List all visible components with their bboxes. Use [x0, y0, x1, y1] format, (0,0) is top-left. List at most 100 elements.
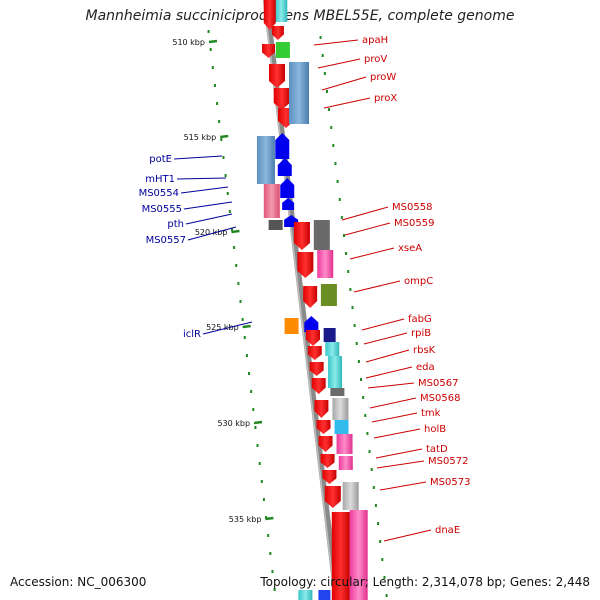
gene-label-holB[interactable]: holB — [373, 424, 446, 439]
svg-text:eda: eda — [416, 362, 435, 373]
gene-arrow — [304, 316, 319, 332]
gene-arrow — [297, 252, 314, 278]
gene-arrow — [293, 222, 310, 250]
gene-arrow — [307, 346, 322, 360]
cds-box — [328, 356, 343, 388]
kbp-tick: 515 kbp — [184, 133, 229, 142]
gene-arrow — [280, 178, 295, 198]
gene-label-pth[interactable]: pth — [167, 213, 233, 230]
cds-box — [275, 42, 290, 58]
cds-box — [349, 510, 368, 600]
cds-box — [334, 420, 349, 434]
gene-arrow — [303, 286, 318, 308]
gene-label-iclR[interactable]: iclR — [183, 321, 253, 340]
gene-arrow — [320, 454, 335, 468]
cds-box — [263, 184, 280, 218]
gene-label-fabG[interactable]: fabG — [361, 314, 432, 331]
gene-label-eda[interactable]: eda — [365, 362, 435, 379]
gene-arrow — [262, 44, 276, 58]
svg-text:xseA: xseA — [398, 243, 422, 254]
svg-text:holB: holB — [424, 424, 446, 435]
gene-arrow — [314, 400, 329, 418]
gene-arrow — [268, 64, 285, 88]
gene-label-MS0567[interactable]: MS0567 — [367, 378, 458, 389]
gene-arrow — [324, 486, 341, 508]
gene-label-rpiB[interactable]: rpiB — [363, 328, 431, 345]
svg-text:MS0554: MS0554 — [139, 188, 179, 199]
cds-box — [318, 590, 331, 600]
svg-text:525 kbp: 525 kbp — [206, 323, 239, 332]
gene-arrow — [305, 330, 320, 346]
gene-label-MS0555[interactable]: MS0555 — [142, 201, 233, 215]
cds-box — [275, 0, 288, 22]
gene-label-proV[interactable]: proV — [317, 54, 387, 69]
cds-box — [336, 434, 353, 454]
svg-text:520 kbp: 520 kbp — [195, 228, 228, 237]
kbp-tick: 520 kbp — [195, 228, 240, 237]
cds-box — [320, 284, 337, 306]
svg-text:proV: proV — [364, 54, 387, 65]
gene-arrow — [282, 198, 295, 210]
cds-box — [268, 220, 283, 230]
svg-text:MS0573: MS0573 — [430, 477, 470, 488]
gene-label-MS0573[interactable]: MS0573 — [379, 477, 470, 491]
gene-labels: apaH proV proW proX MS0558 MS0559 xseA ompC fabG… — [139, 35, 470, 542]
gene-label-MS0572[interactable]: MS0572 — [376, 456, 468, 469]
dotted-guides — [207, 30, 388, 597]
cds-box — [338, 456, 353, 470]
gene-label-MS0554[interactable]: MS0554 — [139, 186, 229, 199]
svg-text:mHT1: mHT1 — [145, 174, 175, 185]
svg-text:535 kbp: 535 kbp — [229, 515, 262, 524]
svg-text:510 kbp: 510 kbp — [172, 38, 205, 47]
svg-text:530 kbp: 530 kbp — [217, 419, 250, 428]
gene-label-MS0558[interactable]: MS0558 — [341, 202, 432, 221]
gene-label-MS0557[interactable]: MS0557 — [146, 226, 237, 246]
gene-arrow — [263, 0, 276, 30]
svg-text:MS0555: MS0555 — [142, 204, 182, 215]
svg-text:MS0559: MS0559 — [394, 218, 434, 229]
svg-text:rpiB: rpiB — [411, 328, 431, 339]
cds-box — [342, 482, 359, 510]
svg-text:potE: potE — [149, 154, 172, 165]
gene-arrow — [311, 378, 326, 394]
gene-label-MS0568[interactable]: MS0568 — [369, 393, 460, 409]
gene-label-xseA[interactable]: xseA — [349, 243, 422, 260]
gene-label-tatD[interactable]: tatD — [375, 444, 448, 459]
cds-box — [298, 590, 313, 600]
gene-arrow — [322, 470, 337, 484]
gene-label-rbsK[interactable]: rbsK — [365, 345, 436, 363]
gene-arrow — [277, 158, 292, 176]
gene-arrow — [309, 362, 324, 376]
gene-arrow — [275, 133, 290, 159]
gene-label-proX[interactable]: proX — [323, 93, 397, 109]
kbp-ticks: 510 kbp 515 kbp 520 kbp 525 kbp 530 kbp 535 k… — [172, 38, 274, 524]
cds-box — [330, 388, 345, 396]
gene-label-mHT1[interactable]: mHT1 — [145, 174, 227, 185]
cds-box — [284, 318, 299, 334]
gene-arrow — [316, 420, 331, 434]
gene-label-dnaE[interactable]: dnaE — [383, 525, 460, 542]
gene-label-apaH[interactable]: apaH — [313, 35, 388, 46]
feature-track — [256, 0, 368, 600]
gene-arrow — [271, 26, 284, 40]
svg-text:MS0557: MS0557 — [146, 235, 186, 246]
genome-stats-text: Topology: circular; Length: 2,314,078 bp… — [260, 575, 590, 589]
gene-label-proW[interactable]: proW — [321, 72, 396, 91]
gene-label-tmk[interactable]: tmk — [371, 408, 441, 423]
svg-text:MS0572: MS0572 — [428, 456, 468, 467]
svg-text:fabG: fabG — [408, 314, 432, 325]
map-title: Mannheimia succiniciproducens MBEL55E, c… — [85, 8, 515, 24]
svg-text:tatD: tatD — [426, 444, 448, 455]
svg-text:pth: pth — [167, 219, 184, 230]
gene-label-ompC[interactable]: ompC — [353, 276, 433, 293]
svg-text:proX: proX — [374, 93, 397, 104]
gene-label-potE[interactable]: potE — [149, 154, 223, 165]
cds-box — [289, 62, 310, 124]
cds-box — [317, 250, 334, 278]
kbp-tick: 530 kbp — [217, 419, 263, 428]
cds-box — [331, 512, 350, 600]
svg-text:proW: proW — [370, 72, 396, 83]
cds-box — [323, 328, 336, 342]
gene-label-MS0559[interactable]: MS0559 — [344, 218, 434, 236]
